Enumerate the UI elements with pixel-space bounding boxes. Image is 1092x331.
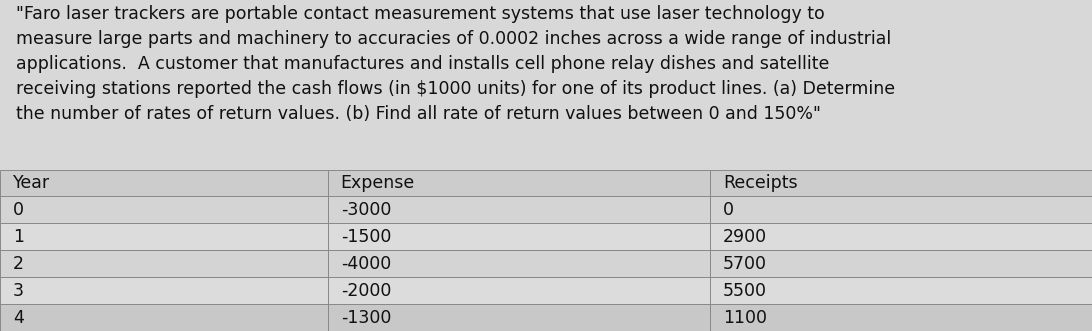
Text: 4: 4 — [13, 308, 24, 327]
Text: -1500: -1500 — [341, 228, 391, 246]
Text: -2000: -2000 — [341, 282, 391, 300]
Text: -4000: -4000 — [341, 255, 391, 273]
Text: -1300: -1300 — [341, 308, 391, 327]
Text: 0: 0 — [723, 201, 734, 219]
Bar — [0, 277, 328, 304]
Bar — [0, 169, 328, 196]
Text: 2900: 2900 — [723, 228, 767, 246]
Bar — [328, 304, 710, 331]
Bar — [0, 250, 328, 277]
Text: 5700: 5700 — [723, 255, 767, 273]
Bar — [710, 250, 1092, 277]
Text: 5500: 5500 — [723, 282, 767, 300]
Text: 3: 3 — [13, 282, 24, 300]
Bar — [328, 196, 710, 223]
Bar — [710, 304, 1092, 331]
Bar — [328, 169, 710, 196]
Bar — [0, 223, 328, 250]
Bar — [0, 304, 328, 331]
Bar — [710, 223, 1092, 250]
Bar — [328, 250, 710, 277]
Text: -3000: -3000 — [341, 201, 391, 219]
Text: Receipts: Receipts — [723, 174, 797, 192]
Bar — [710, 196, 1092, 223]
Text: Expense: Expense — [341, 174, 415, 192]
Text: Year: Year — [13, 174, 50, 192]
Text: 2: 2 — [13, 255, 24, 273]
Bar — [328, 223, 710, 250]
Text: 1: 1 — [13, 228, 24, 246]
Text: 0: 0 — [13, 201, 24, 219]
Bar — [0, 196, 328, 223]
Bar — [710, 277, 1092, 304]
Bar — [328, 277, 710, 304]
Text: "Faro laser trackers are portable contact measurement systems that use laser tec: "Faro laser trackers are portable contac… — [16, 5, 895, 123]
Bar — [710, 169, 1092, 196]
Text: 1100: 1100 — [723, 308, 767, 327]
